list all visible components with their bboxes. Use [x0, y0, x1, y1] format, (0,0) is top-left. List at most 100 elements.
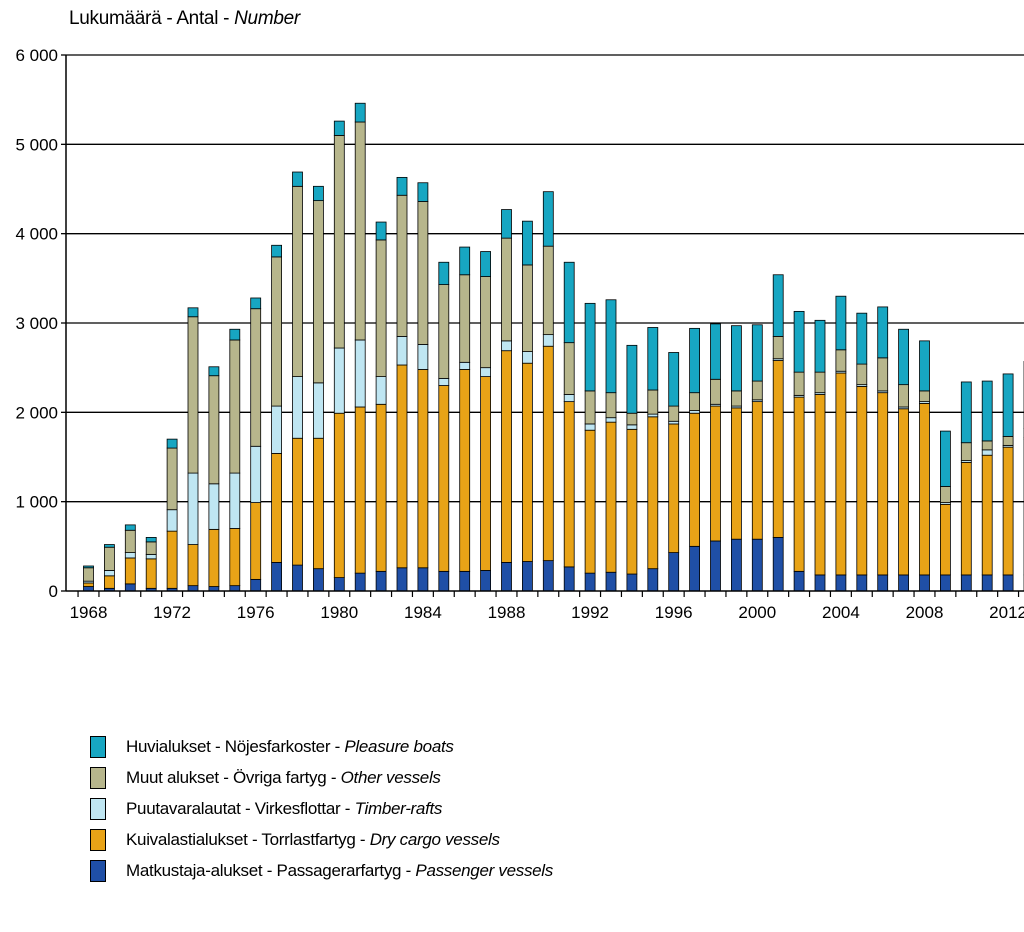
bar-segment: [522, 264, 533, 352]
bar-segment: [647, 416, 659, 570]
bar-segment: [751, 324, 763, 382]
bar-segment: [83, 565, 94, 569]
bar-segment: [480, 251, 492, 277]
bar-segment: [731, 538, 742, 592]
bar-segment: [187, 544, 199, 587]
bar-segment: [187, 307, 199, 318]
bar-segment: [271, 453, 283, 563]
bar-segment: [354, 339, 366, 408]
bar-segment: [375, 239, 387, 377]
bar-segment: [605, 392, 617, 419]
bar-segment: [605, 299, 617, 394]
bar-segment: [417, 201, 429, 345]
bar-segment: [459, 274, 471, 363]
legend-label: Huvialukset - Nöjesfarkoster - Pleasure …: [126, 737, 454, 756]
bar-segment: [312, 200, 324, 384]
legend-label: Muut alukset - Övriga fartyg - Other ves…: [126, 768, 441, 787]
bar-segment: [626, 573, 638, 592]
bar-segment: [856, 312, 868, 365]
bar-segment: [1002, 373, 1014, 437]
x-tick-label: 1972: [153, 603, 191, 622]
bar-segment: [292, 437, 303, 566]
legend-label: Kuivalastialukset - Torrlastfartyg - Dry…: [126, 830, 500, 849]
bar-segment: [271, 405, 283, 454]
bar-segment: [1002, 574, 1014, 592]
y-tick-label: 1 000: [15, 493, 58, 512]
bar-segment: [668, 405, 680, 422]
x-tick-label: 1976: [237, 603, 275, 622]
bar-segment: [396, 364, 408, 569]
bar-segment: [835, 372, 847, 576]
bar-segment: [563, 566, 575, 592]
bar-segment: [438, 284, 450, 379]
bar-segment: [312, 185, 324, 202]
bar-segment: [124, 524, 136, 531]
bar-segment: [919, 402, 930, 576]
bar-segment: [354, 102, 366, 123]
bar-segment: [229, 585, 241, 592]
bar-segment: [793, 570, 805, 592]
bar-segment: [375, 221, 387, 241]
bar-segment: [940, 503, 951, 576]
bar-segment: [187, 585, 199, 592]
bar-segment: [333, 120, 345, 136]
bar-segment: [960, 574, 972, 592]
bar-segment: [960, 381, 972, 444]
legend-item: Puutavaralautat - Virkesflottar - Timber…: [90, 798, 690, 822]
legend-swatch: [90, 767, 106, 789]
bar-segment: [229, 339, 241, 474]
bar-segment: [480, 367, 492, 377]
x-tick-label: 1968: [70, 603, 108, 622]
bar-segment: [104, 570, 115, 577]
x-tick-label: 2004: [822, 603, 860, 622]
bar-segment: [563, 394, 575, 403]
bar-segment: [689, 545, 700, 592]
bar-segment: [835, 295, 847, 351]
y-tick-label: 0: [49, 582, 58, 601]
bar-segment: [438, 570, 450, 592]
bar-segment: [793, 310, 805, 373]
bar-segment: [584, 423, 596, 431]
bar-segment: [710, 323, 721, 380]
bar-segment: [208, 366, 220, 377]
bar-segment: [375, 570, 387, 592]
bar-segment: [731, 325, 742, 392]
bar-segment: [668, 420, 680, 425]
y-axis-label-en: Number: [234, 8, 300, 29]
bar-segment: [981, 449, 993, 456]
bar-segment: [940, 430, 951, 487]
bar-segment: [145, 553, 157, 560]
bar-segment: [647, 327, 659, 391]
bar-segment: [710, 378, 721, 405]
bar-segment: [689, 392, 700, 411]
bar-segment: [375, 403, 387, 572]
bar-segment: [124, 583, 136, 592]
bar-segment: [605, 421, 617, 573]
bar-segment: [919, 340, 930, 392]
y-tick-label: 6 000: [15, 46, 58, 65]
bar-segment: [438, 377, 450, 386]
bar-segment: [960, 461, 972, 576]
bar-segment: [480, 570, 492, 592]
bar-segment: [647, 389, 659, 415]
bar-segment: [605, 417, 617, 423]
bar-segment: [124, 529, 136, 553]
bar-segment: [668, 552, 680, 592]
bar-segment: [814, 319, 826, 373]
bar-segment: [793, 396, 805, 572]
bar-segment: [751, 380, 763, 401]
bar-segment: [877, 357, 889, 392]
legend-swatch: [90, 829, 106, 851]
bar-segment: [271, 562, 283, 592]
bar-segment: [647, 413, 659, 418]
bar-segment: [104, 575, 115, 589]
bar-segment: [83, 567, 94, 582]
legend-label: Matkustaja-alukset - Passagerarfartyg - …: [126, 861, 553, 880]
y-axis-label: Lukumäärä - Antal - Number: [69, 8, 300, 29]
bar-segment: [1002, 436, 1014, 446]
bar-segment: [898, 574, 909, 592]
bar-segment: [772, 537, 784, 592]
y-axis-label-fi: Lukumäärä: [69, 8, 162, 29]
bar-segment: [396, 176, 408, 196]
